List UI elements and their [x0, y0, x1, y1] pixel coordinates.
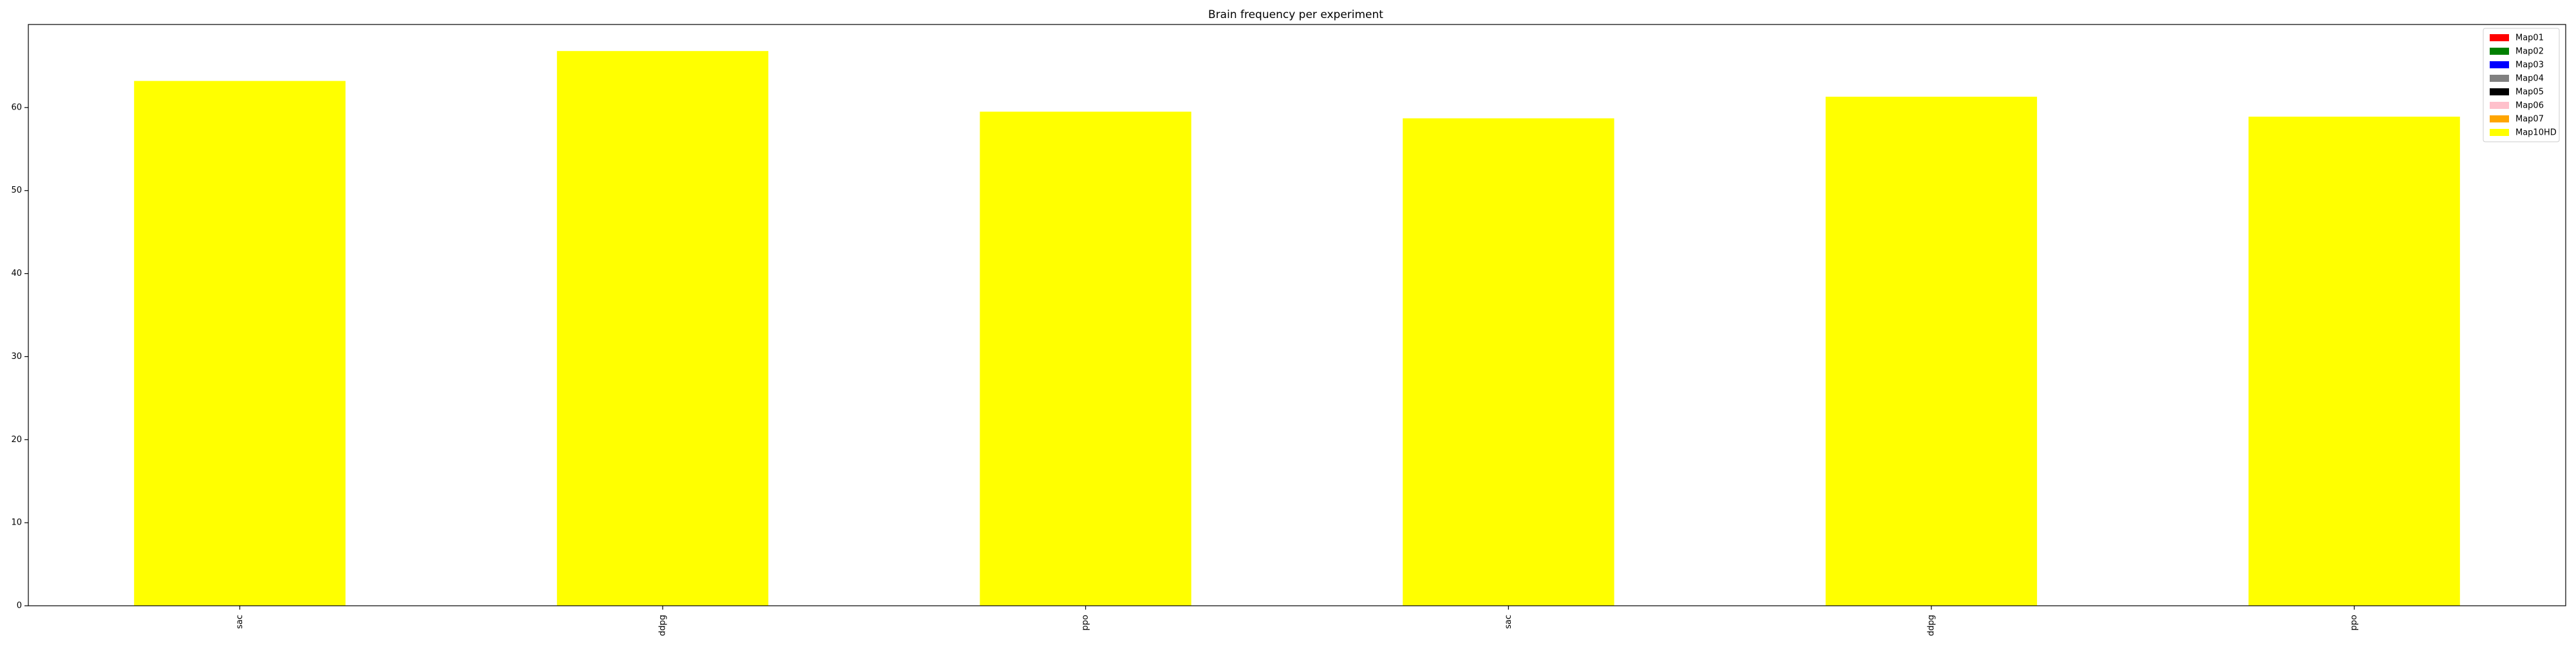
legend-swatch-map01 — [2490, 34, 2509, 41]
legend-label-map10hd: Map10HD — [2515, 128, 2557, 138]
legend: Map01 Map02 Map03 Map04 Map05 Map06 Map07 Map10… — [2483, 28, 2560, 142]
bar-map10hd-1 — [556, 51, 769, 606]
y-tick-label: 0 — [17, 601, 22, 611]
x-tick-label: ddpg — [1927, 615, 1937, 636]
x-tick-label: sac — [1504, 615, 1513, 629]
bar-map10hd-4 — [1825, 97, 2038, 606]
legend-swatch-map10hd — [2490, 129, 2509, 136]
legend-swatch-map07 — [2490, 115, 2509, 122]
legend-label-map04: Map04 — [2515, 74, 2544, 84]
bar-map10hd-3 — [1403, 118, 1615, 606]
bars-layer — [134, 51, 2460, 606]
legend-label-map06: Map06 — [2515, 101, 2544, 111]
bar-map10hd-2 — [980, 111, 1191, 606]
legend-swatch-map04 — [2490, 75, 2509, 82]
legend-label-map05: Map05 — [2515, 88, 2544, 97]
legend-box — [2483, 28, 2560, 142]
x-tick-label: sac — [235, 615, 245, 629]
chart-title: Brain frequency per experiment — [1208, 8, 1383, 21]
legend-label-map02: Map02 — [2515, 47, 2544, 57]
legend-swatch-map05 — [2490, 88, 2509, 95]
y-tick-label: 10 — [11, 518, 22, 528]
legend-label-map03: Map03 — [2515, 61, 2544, 70]
y-tick-label: 60 — [11, 102, 22, 112]
bar-map10hd-5 — [2248, 117, 2460, 606]
y-tick-label: 50 — [11, 186, 22, 195]
legend-label-map07: Map07 — [2515, 115, 2544, 124]
legend-label-map01: Map01 — [2515, 34, 2544, 43]
x-tick-label: ppo — [1081, 615, 1090, 631]
y-tick-label: 30 — [11, 352, 22, 362]
legend-swatch-map06 — [2490, 102, 2509, 109]
plot-frame — [28, 24, 2566, 606]
y-tick-label: 40 — [11, 269, 22, 278]
legend-swatch-map03 — [2490, 61, 2509, 68]
legend-swatch-map02 — [2490, 48, 2509, 55]
y-tick-label: 20 — [11, 435, 22, 445]
bar-map10hd-0 — [134, 81, 346, 606]
axes-layer: sac ddpg ppo sac ddpg ppo 0 10 20 30 40 50 60 — [11, 24, 2566, 636]
x-tick-label: ddpg — [658, 615, 668, 636]
x-tick-label: ppo — [2349, 615, 2359, 631]
